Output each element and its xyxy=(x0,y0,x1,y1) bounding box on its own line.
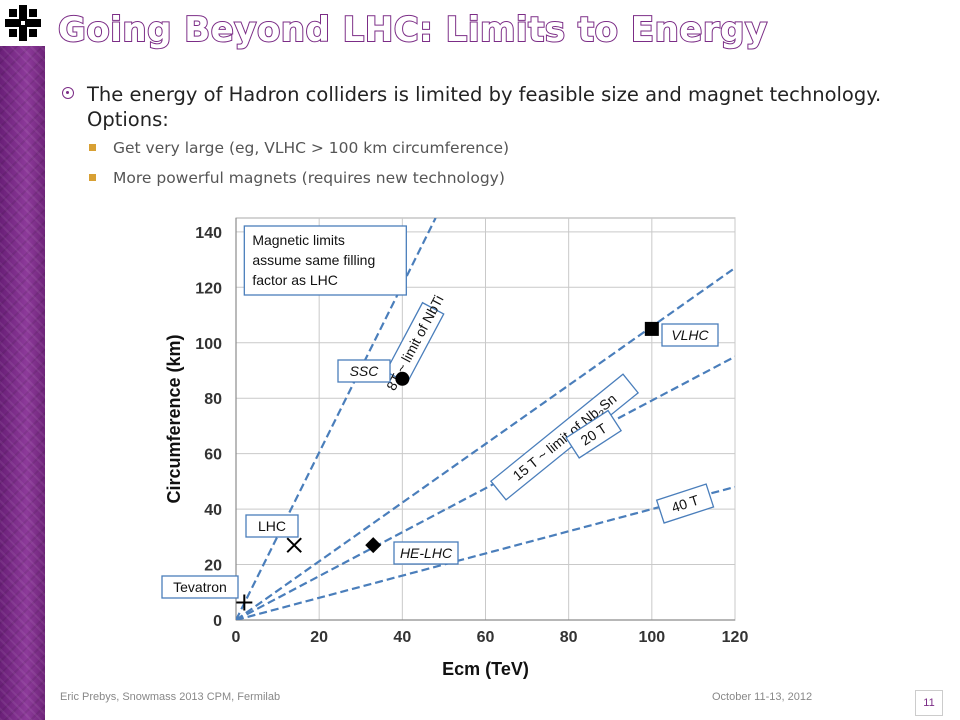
page-number: 11 xyxy=(915,690,943,716)
x-tick-label: 40 xyxy=(393,629,411,646)
chart-note-box xyxy=(243,225,407,296)
sub-bullet-text: Get very large (eg, VLHC > 100 km circum… xyxy=(113,139,510,157)
series-label-40t-box xyxy=(655,483,715,524)
point-label-tevatron-box xyxy=(161,575,239,599)
y-tick-label: 100 xyxy=(195,336,222,353)
fermilab-logo-icon xyxy=(5,5,41,41)
logo xyxy=(0,0,46,46)
series-line xyxy=(236,355,735,620)
energy-chart: 0 20 40 60 80 100 120 0 20 40 60 80 100 120 140 Ecm (Te… xyxy=(161,217,749,679)
sub-bullet: More powerful magnets (requires new tech… xyxy=(62,168,942,188)
point-label-he-lhc-box xyxy=(393,541,459,565)
bullet-marker-icon xyxy=(62,87,74,99)
y-axis-title: Circumference (km) xyxy=(164,334,184,503)
side-decoration-band xyxy=(0,0,45,720)
chart-note: Magnetic limits assume same filling factor… xyxy=(243,225,407,296)
bullet-list: The energy of Hadron colliders is limite… xyxy=(62,82,942,188)
point-label-he-lhc-text: HE-LHC xyxy=(400,545,453,561)
point-label-ssc-box xyxy=(337,359,391,383)
series-label-20t-box xyxy=(565,409,623,459)
y-tick-label: 80 xyxy=(204,391,222,408)
point-marker-x xyxy=(286,537,302,553)
point-marker-circle xyxy=(395,371,410,386)
y-tick-label: 140 xyxy=(195,225,222,242)
x-tick-label: 0 xyxy=(232,629,241,646)
square-bullet-icon xyxy=(89,174,96,181)
bullet-main-text: The energy of Hadron colliders is limite… xyxy=(87,83,882,131)
point-label-lhc-box xyxy=(245,514,299,538)
point-label-tevatron: Tevatron xyxy=(161,575,239,599)
point-marker-diamond xyxy=(365,537,382,554)
point-label-he-lhc: HE-LHC xyxy=(393,541,459,565)
y-tick-label: 60 xyxy=(204,447,222,464)
point-label-ssc-text: SSC xyxy=(350,363,380,379)
y-tick-label: 40 xyxy=(204,502,222,519)
sub-bullet: Get very large (eg, VLHC > 100 km circum… xyxy=(62,138,942,158)
chart-note-line: Magnetic limits xyxy=(252,232,345,248)
chart-note-line: assume same filling xyxy=(252,252,375,268)
chart-note-line: factor as LHC xyxy=(252,272,338,288)
point-marker-square xyxy=(644,321,659,336)
sub-bullet-text: More powerful magnets (requires new tech… xyxy=(113,169,505,187)
point-label-ssc: SSC xyxy=(337,359,391,383)
footer-date: October 11-13, 2012 xyxy=(712,691,813,703)
point-label-lhc-text: LHC xyxy=(258,518,286,534)
y-tick-label: 0 xyxy=(213,613,222,630)
series-line xyxy=(236,485,735,620)
x-tick-label: 120 xyxy=(722,629,749,646)
x-tick-label: 60 xyxy=(477,629,495,646)
x-axis-title: Ecm (TeV) xyxy=(442,659,529,679)
x-tick-label: 100 xyxy=(638,629,665,646)
square-bullet-icon xyxy=(89,144,96,151)
series-label-40t: 40 T xyxy=(655,483,715,524)
point-marker-plus xyxy=(236,594,253,611)
point-label-tevatron-text: Tevatron xyxy=(173,579,227,595)
point-label-vlhc-box xyxy=(661,323,719,347)
x-tick-label: 20 xyxy=(310,629,328,646)
slide-title: Going Beyond LHC: Limits to Energy xyxy=(57,9,768,51)
y-tick-label: 120 xyxy=(195,280,222,297)
footer-author: Eric Prebys, Snowmass 2013 CPM, Fermilab xyxy=(60,691,281,703)
x-tick-label: 80 xyxy=(560,629,578,646)
point-label-vlhc-text: VLHC xyxy=(671,327,709,343)
bullet-main: The energy of Hadron colliders is limite… xyxy=(62,82,942,132)
point-label-vlhc: VLHC xyxy=(661,323,719,347)
y-tick-label: 20 xyxy=(204,558,222,575)
point-label-lhc: LHC xyxy=(245,514,299,538)
